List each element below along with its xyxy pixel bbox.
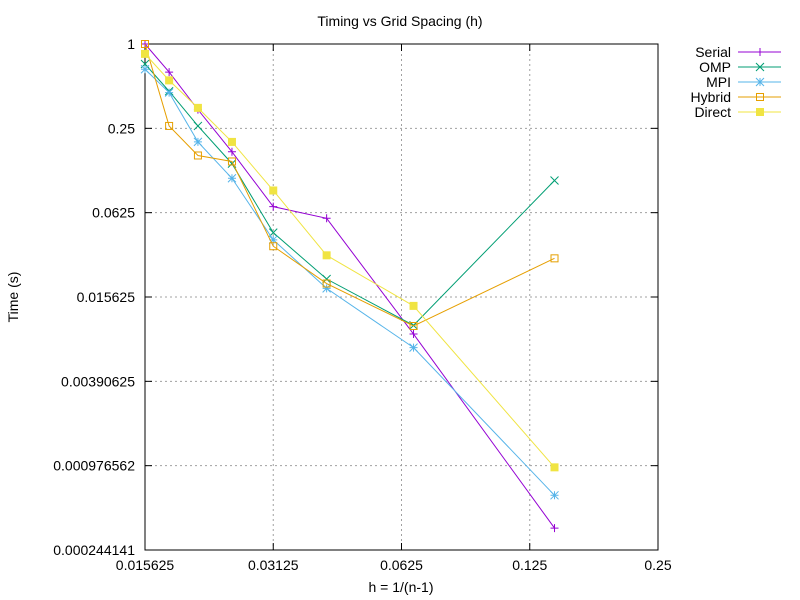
x-tick-label: 0.0625 [380,557,423,573]
grid-lines [145,44,658,550]
y-tick-label: 0.25 [108,120,135,136]
legend-label: OMP [699,59,731,75]
x-tick-label: 0.03125 [248,557,299,573]
series-line-omp [144,63,555,326]
series-line-direct [144,53,555,468]
legend-label: Hybrid [691,89,731,105]
x-axis-label: h = 1/(n-1) [369,579,434,595]
data-point-direct [227,137,236,146]
legend-label: Serial [695,44,731,60]
y-tick-label: 1 [127,36,135,52]
data-point-mpi [227,173,237,183]
x-tick-label: 0.25 [644,557,671,573]
data-point-serial [322,214,331,223]
legend-marker-direct [756,108,764,116]
data-point-mpi [193,137,203,147]
data-point-hybrid [269,242,278,251]
y-tick-label: 0.000976562 [53,458,135,474]
series-serial [141,40,559,533]
legend-label: Direct [694,104,731,120]
series-line-hybrid [144,43,555,327]
series-line-mpi [144,68,555,496]
data-point-hybrid [165,121,174,130]
data-point-hybrid [409,322,418,331]
y-axis-label: Time (s) [5,272,21,323]
data-point-mpi [409,343,418,352]
data-point-mpi [550,490,559,500]
series-hybrid [141,40,559,331]
data-point-direct [322,251,331,260]
data-point-mpi [164,88,174,97]
x-tick-label: 0.125 [512,557,547,573]
series-line-serial [144,43,555,529]
data-point-serial [227,147,236,156]
data-point-omp [193,121,203,131]
legend-marker-mpi [755,77,765,87]
series-group [140,40,559,533]
y-tick-label: 0.000244141 [53,542,135,558]
data-point-hybrid [193,151,202,160]
data-point-mpi [322,284,331,293]
series-omp [140,59,559,330]
x-tick-label: 0.015625 [116,557,175,573]
data-point-omp [550,176,559,185]
legend-marker-hybrid [756,93,764,101]
data-point-hybrid [227,157,236,166]
data-point-hybrid [141,40,149,48]
data-point-mpi [140,64,150,74]
series-direct [141,49,559,472]
legend-label: MPI [706,74,731,90]
data-point-serial [409,330,418,339]
y-tick-label: 0.015625 [77,289,136,305]
y-tick-label: 0.00390625 [61,373,135,389]
legend-marker-serial [756,48,764,56]
data-point-direct [193,103,202,112]
data-point-hybrid [322,279,331,288]
axis-ticks: 0.015625 0.03125 0.0625 0.125 0.25 1 0.25 0.062… [53,36,672,573]
y-tick-label: 0.0625 [92,205,135,221]
data-point-mpi [268,235,278,245]
data-point-direct [165,76,174,85]
series-mpi [140,64,559,500]
data-point-direct [409,301,418,310]
data-point-serial [165,68,174,77]
data-point-direct [141,49,149,58]
data-point-serial [550,524,559,533]
data-point-direct [269,186,278,195]
data-point-direct [550,463,559,472]
legend-marker-omp [755,62,765,72]
data-point-hybrid [550,254,559,263]
data-point-serial [269,202,278,211]
chart-title: Timing vs Grid Spacing (h) [317,13,482,29]
